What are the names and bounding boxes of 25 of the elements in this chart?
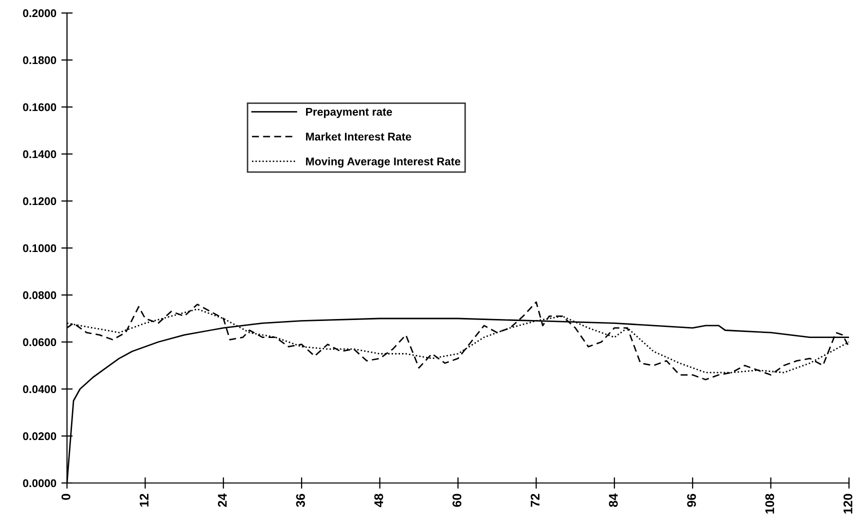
legend-label: Market Interest Rate: [306, 132, 412, 141]
x-tick-label: 120: [844, 494, 852, 514]
x-tick-label: 72: [530, 494, 540, 507]
x-tick-label: 84: [608, 493, 618, 507]
y-tick-label: 0.1000: [23, 244, 56, 252]
x-tick-label: 108: [765, 494, 774, 514]
y-tick-label: 0.0600: [23, 338, 56, 346]
x-tick-label: 60: [452, 494, 462, 507]
x-tick-label: 48: [374, 494, 384, 508]
y-tick-label: 0.0000: [23, 479, 56, 488]
y-tick-label: 0.1400: [23, 150, 56, 158]
y-tick-label: 0.0800: [23, 291, 56, 300]
y-tick-label: 0.1800: [23, 56, 56, 64]
legend-label: Prepayment rate: [306, 108, 392, 118]
y-tick-label: 0.0200: [23, 432, 56, 440]
y-tick-label: 0.0400: [23, 385, 56, 394]
x-tick-label: 24: [218, 493, 227, 507]
x-tick-label: 12: [140, 494, 148, 507]
legend-label: Moving Average Interest Rate: [306, 157, 460, 168]
y-tick-label: 0.1600: [23, 103, 56, 112]
x-tick-label: 96: [687, 494, 696, 507]
y-tick-label: 0.2000: [23, 9, 56, 18]
y-tick-label: 0.1200: [23, 197, 56, 206]
x-tick-label: 36: [296, 494, 305, 508]
x-tick-label: 0: [62, 494, 70, 500]
